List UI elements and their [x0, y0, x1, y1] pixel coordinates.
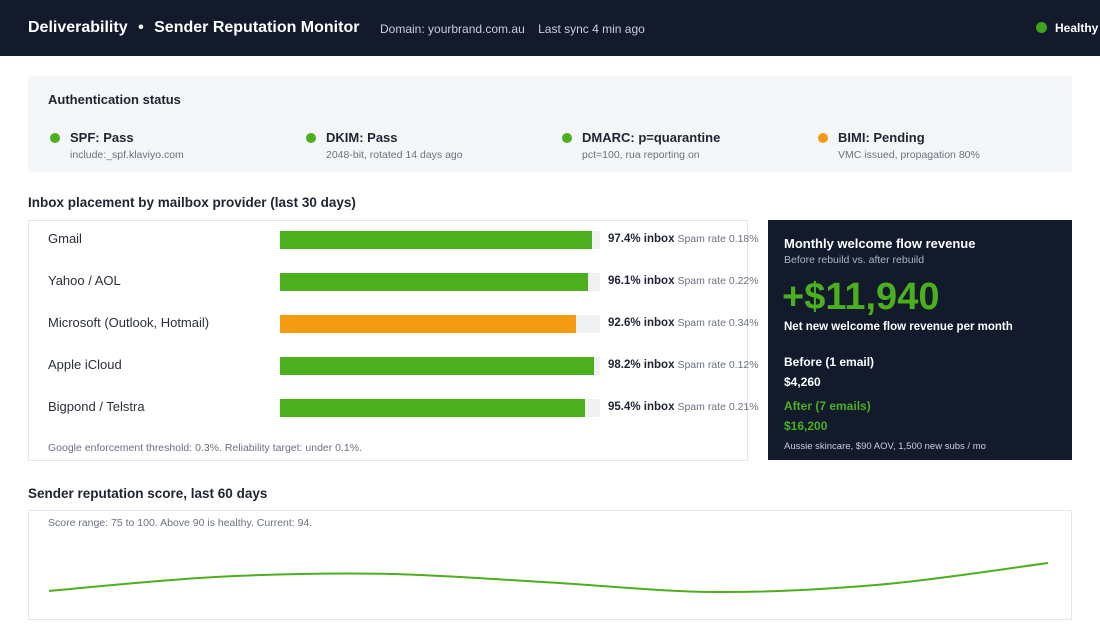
after-value: $16,200: [784, 419, 828, 433]
reputation-chart-panel: Score range: 75 to 100. Above 90 is heal…: [28, 510, 1072, 620]
revenue-card: Monthly welcome flow revenue Before rebu…: [768, 220, 1072, 460]
after-label: After (7 emails): [784, 399, 871, 413]
provider-name: Microsoft (Outlook, Hotmail): [48, 315, 210, 330]
status-dot-icon: [50, 133, 60, 143]
placement-row: Microsoft (Outlook, Hotmail) 92.6% inbox…: [29, 313, 759, 333]
auth-item-name: DKIM: Pass: [326, 130, 398, 145]
placement-row: Bigpond / Telstra 95.4% inbox Spam rate 0…: [29, 397, 759, 417]
provider-name: Apple iCloud: [48, 357, 122, 372]
placement-row: Gmail 97.4% inbox Spam rate 0.18%: [29, 229, 759, 249]
spam-rate: Spam rate 0.21%: [677, 401, 759, 413]
inbox-rate: 95.4% inbox: [608, 401, 675, 413]
placement-bar-fill: [280, 399, 586, 417]
placement-value: 96.1% inbox Spam rate 0.22%: [608, 275, 759, 287]
inbox-rate: 92.6% inbox: [608, 317, 675, 329]
placement-row: Apple iCloud 98.2% inbox Spam rate 0.12%: [29, 355, 759, 375]
placement-footnote: Google enforcement threshold: 0.3%. Reli…: [48, 442, 363, 454]
placement-value: 95.4% inbox Spam rate 0.21%: [608, 401, 759, 413]
domain-label: Domain: yourbrand.com.au: [380, 22, 525, 36]
revenue-subtitle: Before rebuild vs. after rebuild: [784, 254, 925, 266]
score-caption: Score range: 75 to 100. Above 90 is heal…: [48, 517, 313, 529]
placement-section-title: Inbox placement by mailbox provider (las…: [28, 195, 356, 210]
title-separator: •: [138, 19, 144, 36]
auth-item-name: DMARC: p=quarantine: [582, 130, 721, 145]
inbox-rate: 97.4% inbox: [608, 233, 675, 245]
score-section-title: Sender reputation score, last 60 days: [28, 486, 268, 501]
status-dot-icon: [818, 133, 828, 143]
inbox-rate: 98.2% inbox: [608, 359, 675, 371]
provider-name: Gmail: [48, 231, 82, 246]
before-value: $4,260: [784, 375, 821, 389]
placement-bar-fill: [280, 273, 588, 291]
authentication-title: Authentication status: [48, 92, 181, 107]
auth-item-name: BIMI: Pending: [838, 130, 925, 145]
spam-rate: Spam rate 0.12%: [677, 359, 759, 371]
auth-item-name: SPF: Pass: [70, 130, 134, 145]
placement-bar-track: [280, 273, 600, 291]
health-status-label: Healthy: [1055, 21, 1099, 35]
placement-bar-track: [280, 315, 600, 333]
auth-item-detail: 2048-bit, rotated 14 days ago: [326, 149, 463, 161]
inbox-rate: 96.1% inbox: [608, 275, 675, 287]
health-status: Healthy: [1036, 21, 1098, 35]
authentication-panel: Authentication status SPF: Pass include:…: [28, 76, 1072, 172]
reputation-score-line: [48, 562, 1049, 594]
placement-bar-track: [280, 357, 600, 375]
revenue-delta: +$11,940: [782, 276, 940, 318]
placement-bar-fill: [280, 315, 577, 333]
status-dot-icon: [1036, 22, 1047, 34]
last-sync-label: Last sync 4 min ago: [538, 22, 645, 36]
placement-row: Yahoo / AOL 96.1% inbox Spam rate 0.22%: [29, 271, 759, 291]
placement-value: 97.4% inbox Spam rate 0.18%: [608, 233, 759, 245]
auth-item-detail: pct=100, rua reporting on: [582, 149, 700, 161]
placement-bar-track: [280, 399, 600, 417]
top-bar: Deliverability • Sender Reputation Monit…: [0, 0, 1100, 56]
placement-value: 92.6% inbox Spam rate 0.34%: [608, 317, 759, 329]
status-dot-icon: [306, 133, 316, 143]
revenue-note: Aussie skincare, $90 AOV, 1,500 new subs…: [784, 441, 986, 452]
revenue-delta-caption: Net new welcome flow revenue per month: [784, 321, 1013, 333]
app-name: Deliverability: [28, 19, 128, 36]
placement-bar-fill: [280, 357, 595, 375]
before-label: Before (1 email): [784, 355, 875, 369]
page-title: Deliverability • Sender Reputation Monit…: [28, 19, 359, 37]
revenue-title: Monthly welcome flow revenue: [784, 236, 976, 251]
spam-rate: Spam rate 0.18%: [677, 233, 759, 245]
spam-rate: Spam rate 0.34%: [677, 317, 759, 329]
placement-bar-track: [280, 231, 600, 249]
spam-rate: Spam rate 0.22%: [677, 275, 759, 287]
placement-value: 98.2% inbox Spam rate 0.12%: [608, 359, 759, 371]
provider-name: Yahoo / AOL: [48, 273, 121, 288]
header-meta: Domain: yourbrand.com.au Last sync 4 min…: [380, 22, 645, 36]
page-name: Sender Reputation Monitor: [154, 19, 360, 36]
auth-item-detail: include:_spf.klaviyo.com: [70, 149, 184, 161]
reputation-line-chart: [48, 562, 1049, 594]
auth-item-detail: VMC issued, propagation 80%: [838, 149, 980, 161]
inbox-placement-panel: Gmail 97.4% inbox Spam rate 0.18% Yahoo /…: [28, 220, 759, 461]
status-dot-icon: [562, 133, 572, 143]
provider-name: Bigpond / Telstra: [48, 399, 145, 414]
placement-bar-fill: [280, 231, 592, 249]
